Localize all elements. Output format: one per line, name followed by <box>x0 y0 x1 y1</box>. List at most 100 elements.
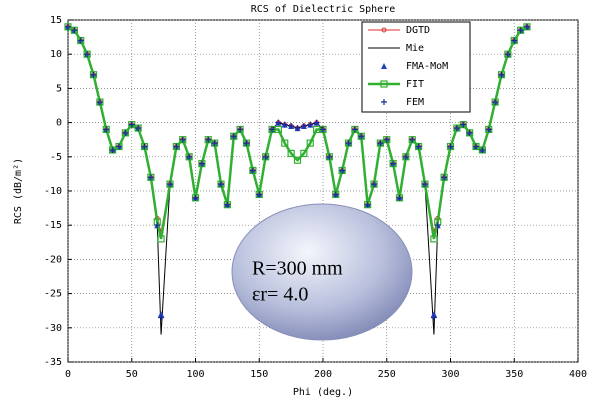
marker <box>409 136 416 143</box>
marker <box>517 27 524 34</box>
marker <box>422 181 428 188</box>
marker <box>237 126 244 133</box>
marker <box>230 133 237 140</box>
marker <box>96 99 103 106</box>
marker <box>154 222 161 229</box>
x-tick-label: 150 <box>250 369 268 380</box>
marker <box>186 153 193 160</box>
chart-title: RCS of Dielectric Sphere <box>251 4 396 15</box>
marker <box>466 129 473 136</box>
y-tick-label: -30 <box>44 323 62 334</box>
marker <box>158 311 165 318</box>
marker <box>274 125 282 134</box>
marker <box>293 156 302 164</box>
legend <box>361 21 471 113</box>
marker <box>287 149 295 157</box>
marker <box>313 119 320 126</box>
marker <box>141 143 148 150</box>
y-tick-label: 5 <box>56 83 62 94</box>
marker <box>158 314 165 321</box>
y-tick-label: -5 <box>50 152 62 163</box>
x-tick-label: 400 <box>569 369 587 380</box>
marker <box>402 153 409 160</box>
legend-label: FMA-MoM <box>406 61 448 72</box>
legend-label: FIT <box>406 79 424 90</box>
annotation: εr= 4.0 <box>252 284 308 306</box>
marker <box>173 143 180 150</box>
y-tick-label: 0 <box>56 118 62 129</box>
legend-label: FEM <box>406 97 424 108</box>
marker <box>332 191 339 198</box>
x-tick-label: 300 <box>441 369 459 380</box>
marker <box>390 160 397 167</box>
marker <box>109 146 116 153</box>
marker <box>249 167 256 174</box>
marker <box>326 153 333 160</box>
marker <box>358 133 365 140</box>
marker <box>430 314 437 321</box>
marker <box>122 129 129 136</box>
y-tick-label: -20 <box>44 254 62 265</box>
y-tick-label: -35 <box>44 357 62 368</box>
legend-marker <box>381 63 387 69</box>
marker <box>511 37 518 44</box>
marker <box>479 146 486 153</box>
marker <box>167 181 173 188</box>
marker <box>294 125 301 132</box>
y-tick-label: -25 <box>44 289 62 300</box>
x-tick-label: 100 <box>186 369 204 380</box>
marker <box>485 126 492 133</box>
marker <box>300 123 307 130</box>
marker <box>492 99 499 106</box>
marker <box>224 201 231 208</box>
marker <box>345 140 352 147</box>
marker <box>504 51 511 58</box>
marker <box>306 139 314 147</box>
y-tick-label: 10 <box>50 49 62 60</box>
marker <box>351 126 358 133</box>
y-axis-label: RCS (dB/m²) <box>13 158 24 224</box>
marker <box>524 23 530 30</box>
y-tick-label: -15 <box>44 220 62 231</box>
marker <box>116 143 122 150</box>
marker <box>447 143 454 150</box>
marker <box>211 140 218 147</box>
marker <box>371 181 377 188</box>
marker <box>441 174 448 181</box>
marker <box>128 121 135 128</box>
annotation: R=300 mm <box>252 258 343 280</box>
marker <box>300 149 308 157</box>
marker <box>90 71 97 78</box>
x-tick-label: 250 <box>378 369 396 380</box>
legend-marker <box>381 27 387 33</box>
marker <box>396 194 403 201</box>
marker <box>157 235 165 243</box>
marker <box>288 123 295 130</box>
marker <box>65 23 71 30</box>
marker <box>498 71 505 78</box>
x-tick-label: 0 <box>65 369 71 380</box>
marker <box>147 174 154 181</box>
marker <box>262 153 269 160</box>
x-tick-label: 200 <box>314 369 332 380</box>
marker <box>453 125 460 132</box>
marker <box>205 136 212 143</box>
marker <box>135 125 142 132</box>
legend-label: Mie <box>406 43 424 54</box>
legend-label: DGTD <box>406 25 430 36</box>
marker <box>192 194 199 201</box>
x-axis-label: Phi (deg.) <box>293 387 353 398</box>
marker <box>281 121 288 128</box>
marker <box>77 37 84 44</box>
legend-marker <box>381 99 387 105</box>
marker <box>275 119 282 126</box>
marker <box>218 181 224 188</box>
marker <box>364 201 371 208</box>
marker <box>339 167 346 174</box>
marker <box>307 121 314 128</box>
marker <box>434 222 441 229</box>
marker <box>430 311 437 318</box>
y-tick-label: 15 <box>50 15 62 26</box>
y-tick-label: -10 <box>44 186 62 197</box>
